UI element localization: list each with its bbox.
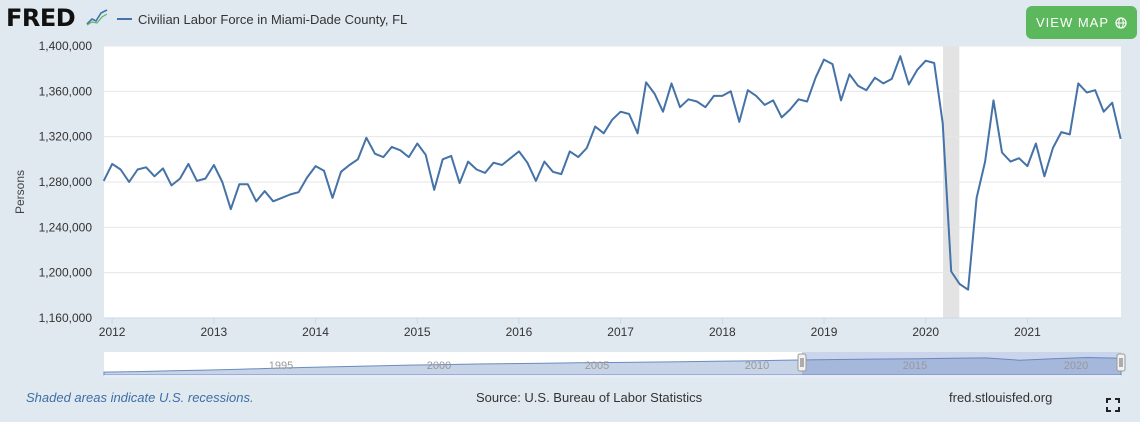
navigator-selected-range[interactable] [802,352,1121,375]
series-line[interactable] [102,55,1122,291]
x-tick-label: 2019 [811,325,838,339]
x-tick-label: 2021 [1014,325,1041,339]
x-tick-label: 2017 [607,325,634,339]
x-tick-label: 2020 [912,325,939,339]
x-tick-label: 2015 [404,325,431,339]
legend-line-swatch [117,18,132,20]
x-tick-label: 2013 [200,325,227,339]
x-tick-label: 2012 [99,325,126,339]
navigator-scrollbar[interactable] [104,375,1121,378]
globe-icon [1115,16,1127,29]
navigator-tick-label: 1995 [269,360,293,372]
y-tick-label: 1,280,000 [39,175,93,189]
y-tick-label: 1,360,000 [39,84,93,98]
chart-legend[interactable]: Civilian Labor Force in Miami-Dade Count… [117,10,407,28]
site-link[interactable]: fred.stlouisfed.org [949,390,1053,405]
chart-svg: 1,160,000 1,200,000 1,240,000 1,280,000 1,32… [38,39,1126,378]
navigator-tick-label: 2015 [903,360,927,372]
navigator-series-area [103,356,1122,376]
y-tick-label: 1,320,000 [39,130,93,144]
x-tick-label: 2016 [506,325,533,339]
navigator-tick-label: 2020 [1064,360,1088,372]
legend-label: Civilian Labor Force in Miami-Dade Count… [138,11,408,27]
header: FRED Civilian Labor Force in Miami-Dade … [0,0,1140,42]
navigator-handle-left[interactable] [797,353,807,372]
y-tick-label: 1,200,000 [39,266,93,280]
navigator-handle-right[interactable] [1116,353,1126,372]
source-text: Source: U.S. Bureau of Labor Statistics [476,390,703,405]
y-tick-label: 1,400,000 [39,39,93,53]
fred-logo-chart-icon [86,8,108,26]
view-map-button[interactable]: VIEW MAP [1026,6,1137,39]
y-tick-label: 1,160,000 [39,311,93,325]
navigator-tick-label: 2010 [745,360,769,372]
x-tick-label: 2014 [302,325,329,339]
fred-logo[interactable]: FRED [6,4,76,32]
navigator-tick-label: 2000 [427,360,451,372]
recession-note: Shaded areas indicate U.S. recessions. [26,390,254,405]
view-map-label: VIEW MAP [1035,15,1109,30]
y-tick-label: 1,240,000 [39,220,93,234]
fullscreen-icon[interactable] [1106,398,1120,412]
navigator-tick-label: 2005 [585,360,609,372]
x-tick-label: 2018 [709,325,736,339]
